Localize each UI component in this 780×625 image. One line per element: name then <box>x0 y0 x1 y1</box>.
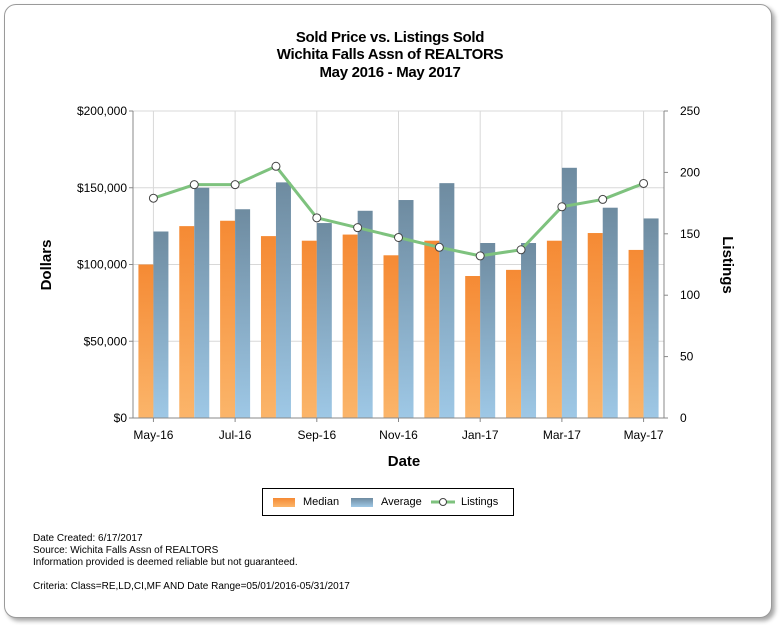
bars <box>138 167 659 418</box>
median-bar <box>506 269 522 418</box>
x-axis-title: Date <box>388 453 421 470</box>
legend-item-average: Average <box>351 489 422 515</box>
axes: $0 $50,000 $100,000 $150,000 $200,000 0 50 100 1… <box>77 104 700 442</box>
chart-subtitle-range: May 2016 - May 2017 <box>319 64 461 81</box>
listings-line <box>148 161 649 261</box>
y-tick-label: $150,000 <box>77 181 127 195</box>
x-tick-label: Mar-17 <box>543 428 581 442</box>
median-bar <box>301 240 317 418</box>
average-bar <box>643 218 659 418</box>
median-bar <box>587 233 603 418</box>
y-tick-label: $0 <box>114 411 128 425</box>
x-tick-label: May-17 <box>624 428 664 442</box>
y2-tick-label: 250 <box>680 104 700 118</box>
y2-tick-label: 100 <box>680 288 700 302</box>
listings-point <box>516 245 526 255</box>
listings-point <box>434 242 444 252</box>
legend-item-listings: Listings <box>431 489 498 515</box>
average-bar <box>561 167 577 418</box>
listings-point <box>148 193 158 203</box>
average-bar <box>480 243 496 418</box>
average-bar <box>398 200 414 418</box>
chart-title: Sold Price vs. Listings Sold <box>295 29 485 46</box>
listings-point <box>557 202 567 212</box>
legend-label-average: Average <box>381 496 422 508</box>
y-tick-label: $200,000 <box>77 104 127 118</box>
legend-label-listings: Listings <box>461 496 499 508</box>
median-bar <box>628 249 644 418</box>
y2-tick-label: 200 <box>680 165 700 179</box>
x-tick-label: Nov-16 <box>379 428 418 442</box>
legend-item-median: Median <box>273 489 339 515</box>
average-bar <box>602 207 618 418</box>
median-bar <box>342 234 358 418</box>
listings-swatch <box>431 498 455 506</box>
listings-point <box>312 213 322 223</box>
x-tick-label: Jul-16 <box>219 428 252 442</box>
y2-tick-label: 0 <box>680 411 687 425</box>
listings-point <box>598 194 608 204</box>
y2-tick-label: 50 <box>680 350 694 364</box>
median-bar <box>260 236 276 418</box>
average-bar <box>275 182 291 418</box>
median-bar <box>465 276 481 418</box>
x-tick-label: May-16 <box>133 428 173 442</box>
y-axis-title: Dollars <box>38 240 55 291</box>
x-tick-label: Jan-17 <box>462 428 499 442</box>
average-bar <box>235 209 251 418</box>
footer-source: Source: Wichita Falls Assn of REALTORS <box>33 545 219 556</box>
median-swatch <box>273 497 295 507</box>
y2-tick-label: 150 <box>680 227 700 241</box>
average-swatch <box>351 497 373 507</box>
legend-label-median: Median <box>303 496 340 508</box>
median-bar <box>220 220 236 418</box>
footer-date-created: Date Created: 6/17/2017 <box>33 533 143 544</box>
median-bar <box>546 240 562 418</box>
median-bar <box>138 264 154 418</box>
x-tick-label: Sep-16 <box>297 428 336 442</box>
y-tick-label: $100,000 <box>77 258 127 272</box>
median-bar <box>424 240 440 418</box>
listings-point <box>639 178 649 188</box>
listings-point <box>475 251 485 261</box>
average-bar <box>194 187 210 418</box>
average-bar <box>153 231 169 418</box>
average-bar <box>357 210 373 418</box>
average-bar <box>316 223 332 418</box>
listings-point <box>353 223 363 233</box>
average-bar <box>521 243 537 418</box>
footer-disclaimer: Information provided is deemed reliable … <box>33 557 298 568</box>
y2-axis-title: Listings <box>719 236 736 294</box>
listings-point <box>230 180 240 190</box>
listings-point <box>394 232 403 242</box>
chart-subtitle-org: Wichita Falls Assn of REALTORS <box>276 46 504 63</box>
listings-point <box>271 161 281 171</box>
average-bar <box>439 183 455 418</box>
footer-criteria: Criteria: Class=RE,LD,CI,MF AND Date Ran… <box>33 581 350 592</box>
median-bar <box>179 226 195 418</box>
listings-point <box>189 180 199 190</box>
y-tick-label: $50,000 <box>84 334 128 348</box>
median-bar <box>383 255 399 418</box>
chart-legend: Median Average Listings <box>262 488 514 516</box>
